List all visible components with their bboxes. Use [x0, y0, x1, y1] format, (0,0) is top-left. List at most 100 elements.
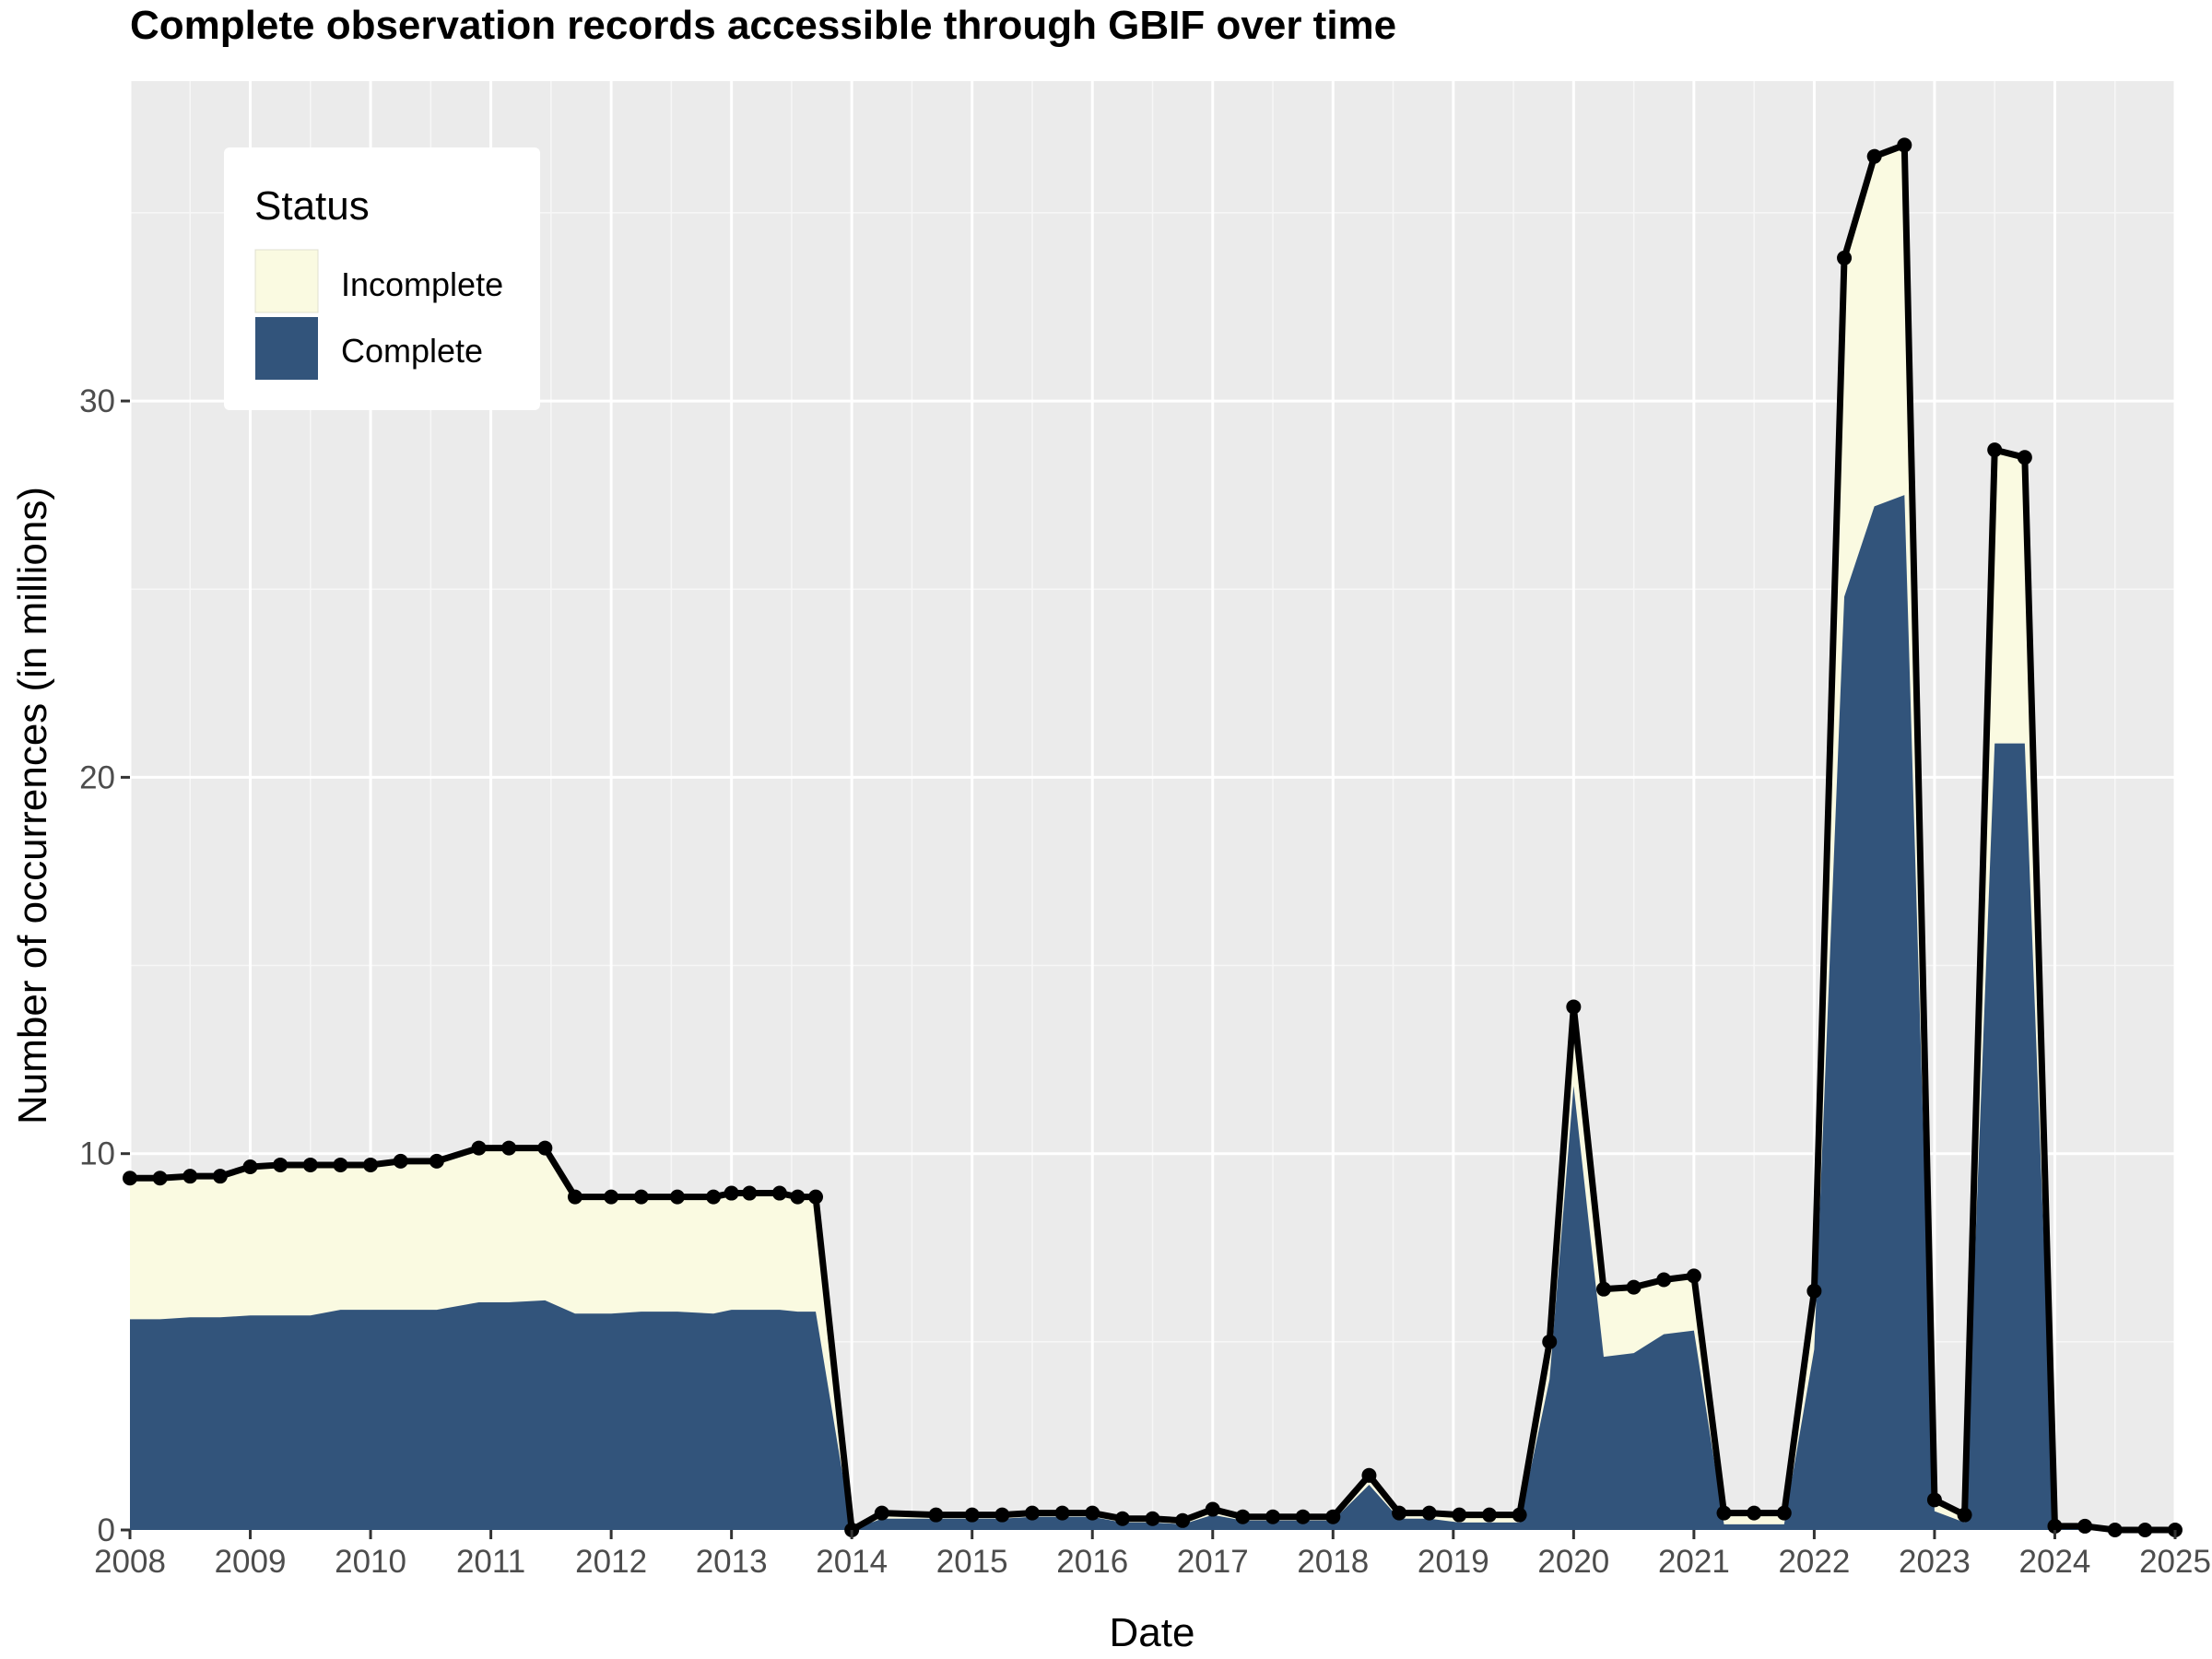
x-tick-label: 2008 — [94, 1544, 166, 1580]
data-point — [152, 1171, 168, 1186]
data-point — [2017, 450, 2032, 465]
data-point — [123, 1171, 137, 1186]
x-tick-label: 2017 — [1177, 1544, 1249, 1580]
data-point — [1626, 1279, 1641, 1295]
y-tick-label: 0 — [98, 1512, 115, 1548]
areas — [130, 145, 2175, 1531]
data-point — [1776, 1505, 1792, 1521]
data-point — [1987, 442, 2003, 458]
x-tick-label: 2023 — [1899, 1544, 1971, 1580]
data-point — [1145, 1511, 1160, 1526]
x-tick-label: 2018 — [1297, 1544, 1369, 1580]
data-point — [604, 1189, 619, 1205]
data-point — [393, 1153, 408, 1169]
data-point — [1866, 148, 1882, 164]
data-point — [1392, 1505, 1407, 1521]
data-point — [1325, 1509, 1341, 1524]
legend-swatch-complete — [255, 317, 318, 380]
data-point — [429, 1153, 444, 1169]
data-point — [1054, 1505, 1070, 1521]
data-point — [1566, 999, 1582, 1015]
data-point — [1897, 137, 1912, 153]
x-tick-label: 2024 — [2019, 1544, 2091, 1580]
data-point — [874, 1505, 889, 1521]
x-tick-label: 2019 — [1418, 1544, 1489, 1580]
data-point — [1542, 1334, 1558, 1349]
data-point — [1716, 1505, 1732, 1521]
x-tick-label: 2014 — [816, 1544, 888, 1580]
data-point — [1295, 1509, 1311, 1524]
y-axis: 0 10 20 30 — [79, 383, 130, 1548]
data-point — [1512, 1507, 1527, 1523]
y-tick-label: 30 — [79, 383, 115, 419]
chart-title: Complete observation records accessible … — [130, 3, 1396, 48]
data-point — [724, 1185, 739, 1201]
data-point — [567, 1189, 582, 1205]
x-tick-label: 2010 — [335, 1544, 406, 1580]
data-point — [212, 1169, 228, 1184]
x-tick-label: 2012 — [575, 1544, 647, 1580]
data-point — [1595, 1281, 1611, 1297]
x-tick-label: 2015 — [936, 1544, 1008, 1580]
data-point — [669, 1189, 685, 1205]
data-point — [471, 1140, 487, 1156]
data-point — [1806, 1283, 1822, 1299]
legend-title: Status — [254, 183, 370, 229]
data-point — [501, 1140, 517, 1156]
data-point — [1361, 1467, 1377, 1483]
x-axis-title: Date — [1110, 1610, 1195, 1655]
data-point — [2137, 1523, 2153, 1537]
data-point — [363, 1157, 379, 1172]
x-tick-label: 2013 — [696, 1544, 768, 1580]
data-point — [964, 1507, 980, 1523]
data-point — [1235, 1509, 1251, 1524]
data-point — [1747, 1505, 1762, 1521]
data-point — [808, 1189, 824, 1205]
x-tick-label: 2022 — [1778, 1544, 1850, 1580]
data-point — [242, 1159, 258, 1174]
data-point — [1837, 250, 1853, 265]
legend-swatch-incomplete — [254, 249, 319, 313]
x-tick-label: 2011 — [456, 1544, 525, 1580]
data-point — [633, 1189, 649, 1205]
data-point — [302, 1157, 318, 1172]
data-point — [537, 1140, 553, 1156]
data-point — [790, 1189, 806, 1205]
data-point — [771, 1185, 787, 1201]
data-point — [994, 1507, 1010, 1523]
y-tick-label: 10 — [79, 1136, 115, 1172]
x-tick-label: 2020 — [1537, 1544, 1609, 1580]
points — [123, 137, 2183, 1537]
data-point — [1085, 1505, 1100, 1521]
x-tick-label: 2025 — [2139, 1544, 2211, 1580]
data-point — [1175, 1512, 1191, 1528]
legend: Status Incomplete Complete — [224, 147, 540, 410]
data-point — [2107, 1523, 2123, 1537]
data-point — [1421, 1505, 1437, 1521]
x-tick-label: 2021 — [1658, 1544, 1730, 1580]
data-point — [2077, 1518, 2093, 1534]
data-point — [742, 1185, 758, 1201]
data-point — [928, 1507, 944, 1523]
area-complete — [130, 495, 2175, 1531]
y-axis-title: Number of occurrences (in millions) — [10, 487, 55, 1124]
legend-label-complete: Complete — [341, 332, 483, 370]
x-axis: 2008 2009 2010 2011 2012 2013 2014 2015 2016 2017… — [94, 1530, 2211, 1580]
data-point — [1656, 1272, 1672, 1288]
data-point — [1926, 1492, 1942, 1508]
data-point — [2047, 1518, 2063, 1534]
data-point — [1957, 1507, 1972, 1523]
x-tick-label: 2009 — [215, 1544, 287, 1580]
data-point — [1205, 1501, 1220, 1517]
y-tick-label: 20 — [79, 759, 115, 795]
data-point — [1452, 1507, 1467, 1523]
data-point — [1024, 1505, 1040, 1521]
x-tick-label: 2016 — [1056, 1544, 1128, 1580]
data-point — [1686, 1268, 1701, 1284]
data-point — [333, 1157, 348, 1172]
data-point — [182, 1169, 198, 1184]
data-point — [1114, 1511, 1130, 1526]
data-point — [706, 1189, 722, 1205]
data-point — [1481, 1507, 1497, 1523]
